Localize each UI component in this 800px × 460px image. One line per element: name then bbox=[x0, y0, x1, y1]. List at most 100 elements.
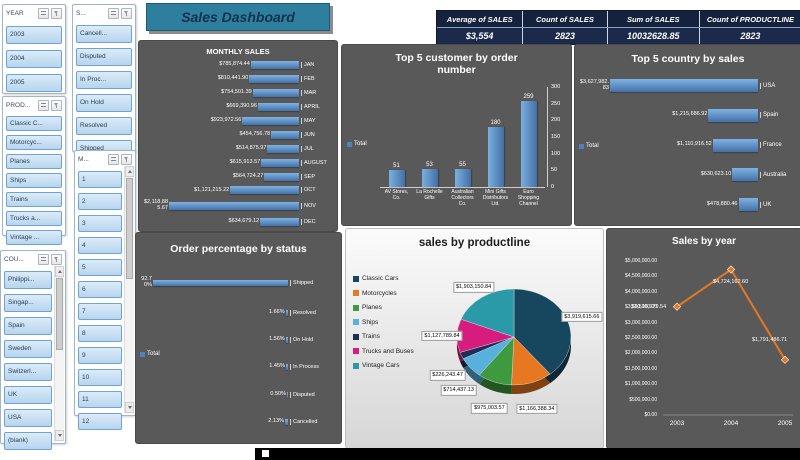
scroll-track[interactable] bbox=[55, 351, 64, 430]
slicer-item[interactable]: Trains bbox=[6, 192, 62, 207]
bar bbox=[267, 144, 299, 153]
clear-filter-icon[interactable] bbox=[121, 7, 132, 19]
slicer-item[interactable]: 6 bbox=[78, 281, 122, 298]
slicer-item[interactable]: Disputed bbox=[76, 48, 132, 66]
legend: Total bbox=[579, 143, 599, 149]
scroll-up-button[interactable] bbox=[125, 166, 134, 177]
slicer-item[interactable]: In Proc... bbox=[76, 71, 132, 89]
bar bbox=[454, 168, 471, 187]
legend-swatch bbox=[347, 141, 352, 147]
clear-filter-icon[interactable] bbox=[51, 7, 62, 19]
category-label: France bbox=[760, 142, 799, 148]
multi-select-icon[interactable] bbox=[38, 253, 49, 265]
slicer-item[interactable]: 4 bbox=[78, 237, 122, 254]
bar bbox=[260, 217, 299, 226]
slicer-item[interactable]: 2 bbox=[78, 193, 122, 210]
legend-swatch bbox=[353, 362, 359, 369]
slicer-item[interactable]: (blank) bbox=[4, 432, 52, 450]
arrow-up-icon bbox=[57, 270, 62, 273]
slicer-item[interactable]: Vintage ... bbox=[6, 230, 62, 245]
slicer-item[interactable]: 1 bbox=[78, 171, 122, 188]
bar bbox=[230, 186, 299, 195]
y-axis-label: $4,500,000.00 bbox=[625, 273, 657, 280]
scroll-thumb[interactable] bbox=[126, 178, 133, 279]
y-axis-label: 100 bbox=[551, 150, 561, 157]
bar-row: $810,441.90 FEB bbox=[143, 74, 334, 83]
bar-row: 1.66% Resolved bbox=[140, 309, 339, 316]
legend-swatch bbox=[353, 319, 359, 325]
slicer-item[interactable]: Trucks a... bbox=[6, 211, 62, 226]
bar bbox=[261, 158, 299, 167]
multi-select-icon[interactable] bbox=[38, 7, 49, 19]
multi-select-icon[interactable] bbox=[38, 99, 49, 111]
bar-value-label: $454,756.78 bbox=[239, 130, 271, 137]
y-axis-label: $4,000,000.00 bbox=[625, 288, 657, 295]
slicer-item[interactable]: 2003 bbox=[6, 26, 62, 44]
slicer-item[interactable]: On Hold bbox=[76, 94, 132, 112]
page-title: Sales Dashboard bbox=[146, 3, 330, 31]
slicer-item[interactable]: 9 bbox=[78, 347, 122, 364]
legend-swatch bbox=[140, 351, 145, 357]
slicer-header: YEAR bbox=[3, 5, 65, 20]
bar-row: $754,501.39 MAR bbox=[143, 88, 334, 97]
data-point-marker bbox=[780, 355, 790, 364]
scroll-down-button[interactable] bbox=[125, 402, 134, 413]
slicer-item[interactable]: Sweden bbox=[4, 340, 52, 358]
slicer-item[interactable]: Planes bbox=[6, 154, 62, 169]
bar-row: $514,875.97 JUL bbox=[143, 144, 334, 153]
slicer-item[interactable]: Cancell... bbox=[76, 25, 132, 43]
bar-value-label: 53 bbox=[426, 162, 433, 169]
bar-value-label: 55 bbox=[459, 161, 466, 168]
scroll-up-button[interactable] bbox=[55, 266, 64, 277]
slicer-scrollbar[interactable] bbox=[54, 266, 64, 441]
slicer-item[interactable]: 7 bbox=[78, 303, 122, 320]
category-label: Shipped bbox=[290, 279, 339, 286]
bar-value-label: 180 bbox=[490, 120, 501, 126]
y-axis-label: 200 bbox=[551, 117, 561, 124]
slicer-item[interactable]: 10 bbox=[78, 369, 122, 386]
slicer-item[interactable]: Philippi... bbox=[4, 271, 52, 289]
bar bbox=[708, 108, 758, 122]
slicer-item[interactable]: Classic C... bbox=[6, 116, 62, 131]
slicer-item[interactable]: 12 bbox=[78, 413, 122, 430]
category-label: FEB bbox=[301, 75, 334, 82]
slicer-item[interactable]: Singap... bbox=[4, 294, 52, 312]
slicer-item[interactable]: 2004 bbox=[6, 50, 62, 68]
slicer-item[interactable]: USA bbox=[4, 409, 52, 427]
slicer-item[interactable]: 5 bbox=[78, 259, 122, 276]
slicer-caption: YEAR bbox=[6, 9, 24, 17]
x-axis-label: 2004 bbox=[723, 420, 739, 427]
multi-select-icon[interactable] bbox=[108, 7, 119, 19]
scroll-track[interactable] bbox=[125, 280, 134, 402]
slicer-item[interactable]: Ships bbox=[6, 173, 62, 188]
slicer-item[interactable]: Resolved bbox=[76, 117, 132, 135]
bar bbox=[284, 418, 288, 425]
slicer-item[interactable]: 11 bbox=[78, 391, 122, 408]
slicer-item[interactable]: 2005 bbox=[6, 74, 62, 92]
slicer-scrollbar[interactable] bbox=[124, 166, 134, 413]
y-axis-label: $1,500,000.00 bbox=[625, 365, 657, 372]
category-label: JAN bbox=[301, 62, 334, 68]
slicer-item[interactable]: Spain bbox=[4, 317, 52, 335]
clear-filter-icon[interactable] bbox=[121, 153, 132, 165]
bar-value-label: $669,390.96 bbox=[226, 102, 257, 109]
clear-filter-icon[interactable] bbox=[51, 253, 62, 265]
slicer-item-list: 1 2 3 4 5 6 7 8 9 10 11 12 bbox=[75, 171, 135, 430]
scroll-thumb[interactable] bbox=[56, 278, 63, 350]
top5-country-chart: Top 5 country by sales Total $3,627,982.… bbox=[574, 44, 800, 226]
clear-filter-icon[interactable] bbox=[51, 99, 62, 111]
slicer-item[interactable]: 3 bbox=[78, 215, 122, 232]
bar-value-label: 2.13% bbox=[268, 418, 284, 425]
multi-select-icon[interactable] bbox=[108, 153, 119, 165]
slicer-item[interactable]: UK bbox=[4, 386, 52, 404]
year-slicer: YEAR 2003 2004 2005 bbox=[2, 4, 66, 94]
slicer-caption: COU... bbox=[4, 255, 24, 263]
y-axis-label: $500,000.00 bbox=[629, 396, 657, 403]
bar bbox=[421, 169, 438, 187]
slicer-item[interactable]: Switzerl... bbox=[4, 363, 52, 381]
scroll-down-button[interactable] bbox=[55, 430, 64, 441]
y-axis-label: 150 bbox=[551, 134, 561, 140]
slicer-item[interactable]: Motorcyc... bbox=[6, 135, 62, 150]
slicer-item[interactable]: 8 bbox=[78, 325, 122, 342]
bar bbox=[732, 168, 758, 182]
